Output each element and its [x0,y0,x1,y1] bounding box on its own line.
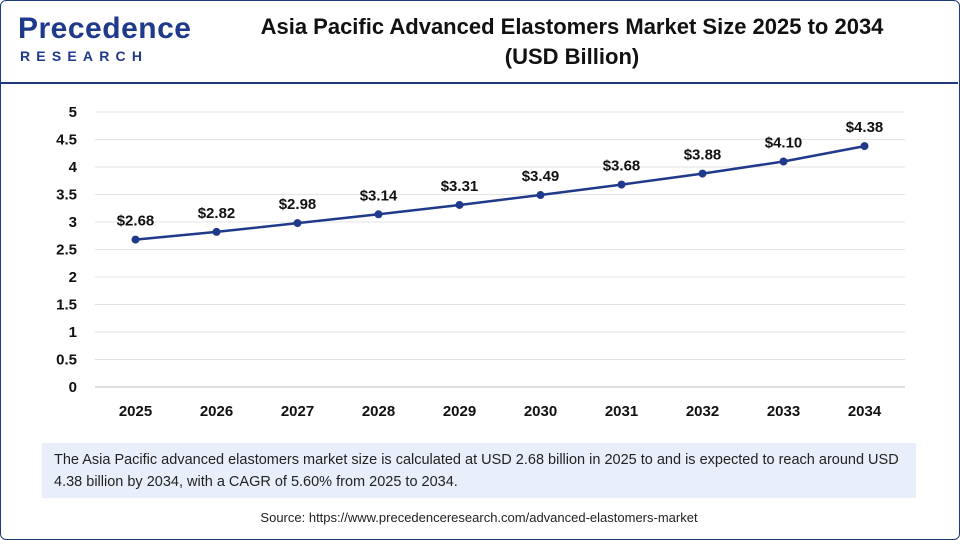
chart-title-line-1: Asia Pacific Advanced Elastomers Market … [260,14,884,39]
series-line [135,144,865,241]
chart-title: Asia Pacific Advanced Elastomers Market … [200,12,944,72]
line-chart: 0 0.5 1 1.5 2 2.5 3 3.5 4 4.5 5 2025 2026 2027 2028 202… [56,104,905,420]
x-tick-label: 2030 [524,403,557,420]
data-label: $2.82 [198,205,236,222]
data-label: $4.38 [846,119,884,136]
data-point [536,191,545,200]
y-tick-label: 4.5 [56,132,77,149]
data-point [698,169,707,178]
x-tick-label: 2025 [119,403,152,420]
data-point [212,227,221,236]
chart-title-line-2: (USD Billion) [504,44,640,69]
data-label: $2.68 [117,213,155,230]
y-tick-label: 1.5 [56,297,77,314]
data-point [374,210,383,219]
precedence-research-logo: Precedence RESEARCH [18,12,191,72]
logo-subtitle: RESEARCH [20,48,149,64]
x-tick-label: 2033 [767,403,800,420]
logo-wordmark: Precedence [18,12,192,45]
source-citation: Source: https://www.precedenceresearch.c… [260,510,698,525]
x-tick-label: 2031 [605,403,638,420]
y-tick-label: 5 [69,104,77,121]
data-point [455,200,464,209]
data-label: $3.49 [522,168,560,185]
x-tick-label: 2032 [686,403,719,420]
data-label: $3.68 [603,158,641,175]
data-point [860,142,869,151]
x-tick-label: 2029 [443,403,476,420]
data-point [293,219,302,228]
data-label: $4.10 [765,135,803,152]
data-point [617,180,626,189]
y-tick-label: 3.5 [56,187,77,204]
x-tick-label: 2026 [200,403,233,420]
y-tick-label: 0.5 [56,352,77,369]
title-divider [0,82,958,84]
y-tick-label: 2.5 [56,242,77,259]
x-tick-label: 2027 [281,403,314,420]
y-tick-label: 0 [69,379,77,396]
data-label: $2.98 [279,196,317,213]
y-tick-label: 2 [69,269,77,286]
y-tick-label: 4 [69,159,78,176]
data-label: $3.14 [360,187,398,204]
x-tick-label: 2028 [362,403,395,420]
data-label: $3.31 [441,178,479,195]
data-label: $3.88 [684,147,722,164]
data-point [779,157,788,166]
data-point [131,235,140,244]
y-tick-label: 1 [69,324,77,341]
x-tick-label: 2034 [848,403,882,420]
chart-caption: The Asia Pacific advanced elastomers mar… [42,443,916,498]
y-tick-label: 3 [69,214,77,231]
